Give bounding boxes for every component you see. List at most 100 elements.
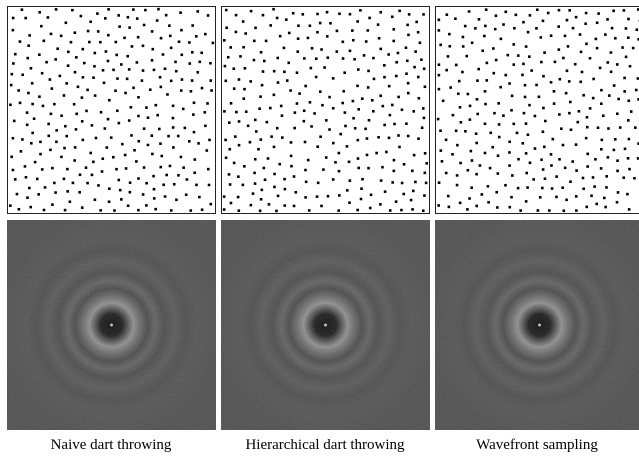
sample-point xyxy=(67,51,70,54)
sample-point xyxy=(550,34,553,37)
sample-point xyxy=(512,123,515,126)
sample-point xyxy=(89,152,92,155)
sample-point xyxy=(304,196,307,199)
sample-point xyxy=(315,76,318,79)
sample-point xyxy=(616,170,619,173)
sample-point xyxy=(64,125,67,128)
sample-point xyxy=(207,14,210,17)
sample-point xyxy=(625,56,628,59)
sample-point xyxy=(223,39,226,42)
sample-point xyxy=(83,62,86,65)
sample-point xyxy=(70,41,73,44)
sample-point xyxy=(116,77,119,80)
sample-point xyxy=(418,97,421,100)
sample-point xyxy=(528,104,531,107)
point-set xyxy=(436,7,639,214)
sample-point xyxy=(613,84,616,87)
sample-point xyxy=(114,89,117,92)
sample-point xyxy=(458,80,461,83)
sample-point xyxy=(580,51,583,54)
sample-point xyxy=(481,49,484,52)
sample-point xyxy=(451,153,454,156)
sample-point xyxy=(260,51,263,54)
sample-point xyxy=(169,165,172,168)
sample-point xyxy=(610,51,613,54)
sample-point xyxy=(574,63,577,66)
sample-point xyxy=(579,81,582,84)
sample-point xyxy=(115,168,118,171)
sample-point xyxy=(305,181,308,184)
sample-point xyxy=(292,12,295,15)
sample-point xyxy=(51,203,54,206)
sample-point xyxy=(254,158,257,161)
sample-point xyxy=(258,107,261,110)
sample-point xyxy=(489,167,492,170)
sample-point xyxy=(278,163,281,166)
sample-point xyxy=(164,195,167,198)
sample-point xyxy=(290,165,293,168)
sample-point xyxy=(189,209,192,212)
sample-point xyxy=(511,174,514,177)
sample-point xyxy=(224,65,227,68)
sample-point xyxy=(316,13,319,16)
sample-point xyxy=(499,86,502,89)
sample-point xyxy=(82,139,85,142)
sample-point xyxy=(332,142,335,145)
sample-point xyxy=(388,137,391,140)
sample-point xyxy=(179,11,182,14)
sample-point xyxy=(478,18,481,21)
sample-point xyxy=(360,187,363,190)
sample-point xyxy=(137,96,140,99)
sample-point xyxy=(269,107,272,110)
sample-point xyxy=(492,47,495,50)
sample-point xyxy=(63,94,66,97)
sample-point xyxy=(249,141,252,144)
sample-point xyxy=(129,191,132,194)
sample-point xyxy=(288,32,291,35)
sample-point xyxy=(368,17,371,20)
sample-point xyxy=(145,106,148,109)
sample-point xyxy=(438,181,441,184)
sample-point xyxy=(283,47,286,50)
sample-point xyxy=(525,122,528,125)
sample-point xyxy=(55,8,58,11)
sample-point xyxy=(388,85,391,88)
sample-point xyxy=(260,198,263,201)
sample-point xyxy=(265,40,268,43)
sample-point xyxy=(310,125,313,128)
sample-point xyxy=(607,156,610,159)
sample-point xyxy=(423,117,426,120)
sample-point xyxy=(506,54,509,57)
sample-point xyxy=(293,127,296,130)
sample-point xyxy=(371,99,374,102)
sample-point xyxy=(617,98,620,101)
sample-point xyxy=(407,92,410,95)
sample-point xyxy=(495,191,498,194)
sample-point xyxy=(474,27,477,30)
sample-point xyxy=(361,178,364,181)
sample-point xyxy=(477,68,480,71)
sample-point xyxy=(165,14,168,17)
sample-point xyxy=(596,47,599,50)
sample-point xyxy=(528,55,531,58)
sample-point xyxy=(12,17,15,20)
sample-point xyxy=(223,110,226,113)
sample-point xyxy=(582,177,585,180)
sample-point xyxy=(228,173,231,176)
sample-point xyxy=(141,79,144,82)
sample-point xyxy=(571,160,574,163)
sample-point xyxy=(420,58,423,61)
sample-point xyxy=(26,111,29,114)
sample-point xyxy=(164,67,167,70)
sample-point xyxy=(449,86,452,89)
sample-point xyxy=(369,207,372,210)
sample-point xyxy=(325,119,328,122)
sample-point xyxy=(162,53,165,56)
sample-point xyxy=(142,193,145,196)
sample-point xyxy=(551,187,554,190)
sample-point xyxy=(565,92,568,95)
sample-point xyxy=(160,86,163,89)
sample-point xyxy=(570,128,573,131)
sample-point xyxy=(406,24,409,27)
sample-point xyxy=(243,165,246,168)
